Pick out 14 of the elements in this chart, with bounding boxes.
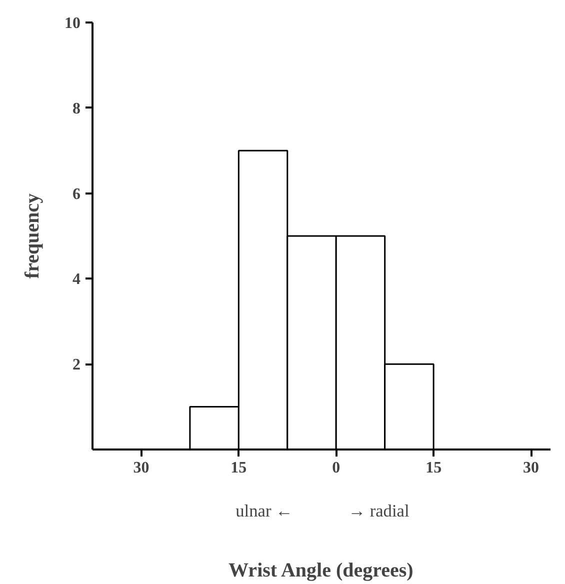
x-axis-title: Wrist Angle (degrees) <box>228 560 414 582</box>
y-tick-label: 2 <box>72 356 80 374</box>
x-tick-label: 30 <box>523 460 540 476</box>
x-tick-label: 30 <box>133 460 150 476</box>
x-tick-label: 0 <box>332 460 340 476</box>
x-tick-label: 15 <box>230 460 247 476</box>
y-axis-title: frequency <box>22 193 44 279</box>
y-tick-label: 4 <box>72 271 80 288</box>
text: → radial <box>348 502 410 520</box>
x-tick-label: 15 <box>426 460 442 476</box>
y-tick-label: 6 <box>72 186 80 203</box>
text: ulnar ← <box>236 502 293 520</box>
y-tick-label: 8 <box>72 100 80 118</box>
y-tick-label: 10 <box>64 15 80 32</box>
